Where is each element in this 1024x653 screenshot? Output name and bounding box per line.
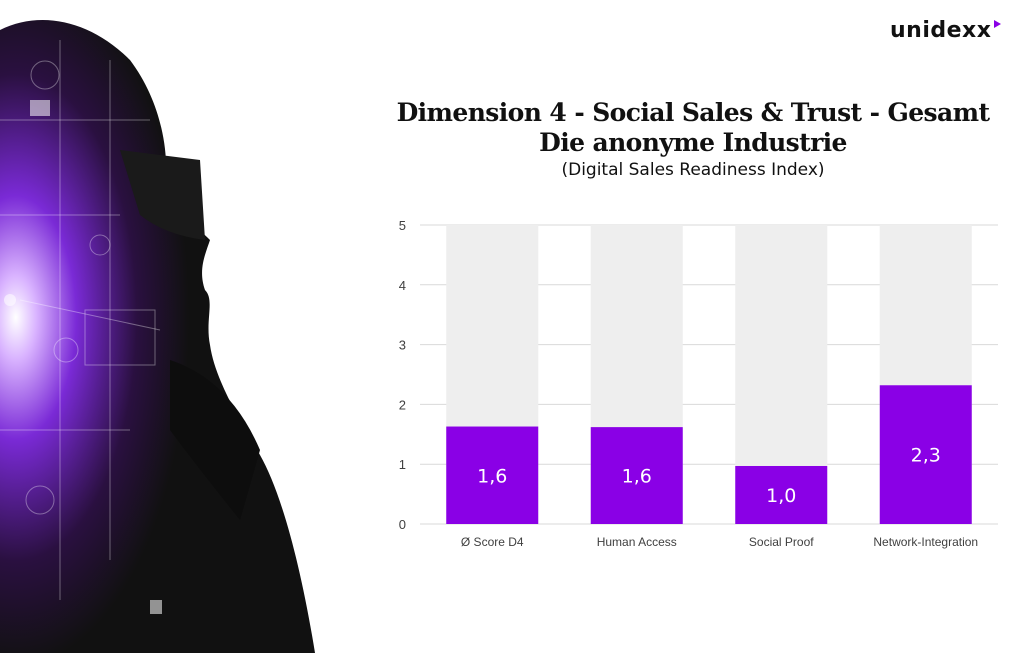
chart-subtitle: (Digital Sales Readiness Index) xyxy=(561,160,825,180)
bar xyxy=(446,426,539,524)
x-category-label: Human Access xyxy=(597,535,677,549)
bar-value-label: 1,6 xyxy=(622,466,652,488)
y-tick-label: 0 xyxy=(399,517,406,532)
chart-title-line2: Die anonyme Industrie xyxy=(539,128,847,157)
bar-value-label: 1,6 xyxy=(477,465,507,487)
bar-chart: 0 1 2 3 4 5 1,6 Ø Score D4 1,6 Human Access 1,0 Soc… xyxy=(399,218,998,549)
hero-photo-panel xyxy=(0,0,350,653)
bar-value-label: 2,3 xyxy=(911,445,941,467)
x-category-label: Ø Score D4 xyxy=(461,535,524,549)
hero-photo-illustration xyxy=(0,0,350,653)
bar xyxy=(590,427,683,524)
bar xyxy=(879,385,972,524)
brand-logo-mark-icon xyxy=(994,20,1001,28)
y-tick-label: 4 xyxy=(399,278,406,293)
x-category-label: Network-Integration xyxy=(873,535,978,549)
y-tick-label: 2 xyxy=(399,397,406,412)
bar xyxy=(735,465,828,524)
brand-logo[interactable]: unidexx xyxy=(890,18,992,43)
y-tick-label: 5 xyxy=(399,218,406,233)
bar-value-label: 1,0 xyxy=(766,485,796,507)
chart-title: Dimension 4 - Social Sales & Trust - Ges… xyxy=(396,98,990,127)
y-tick-label: 3 xyxy=(399,338,406,353)
x-category-label: Social Proof xyxy=(749,535,814,549)
y-tick-label: 1 xyxy=(399,457,406,472)
